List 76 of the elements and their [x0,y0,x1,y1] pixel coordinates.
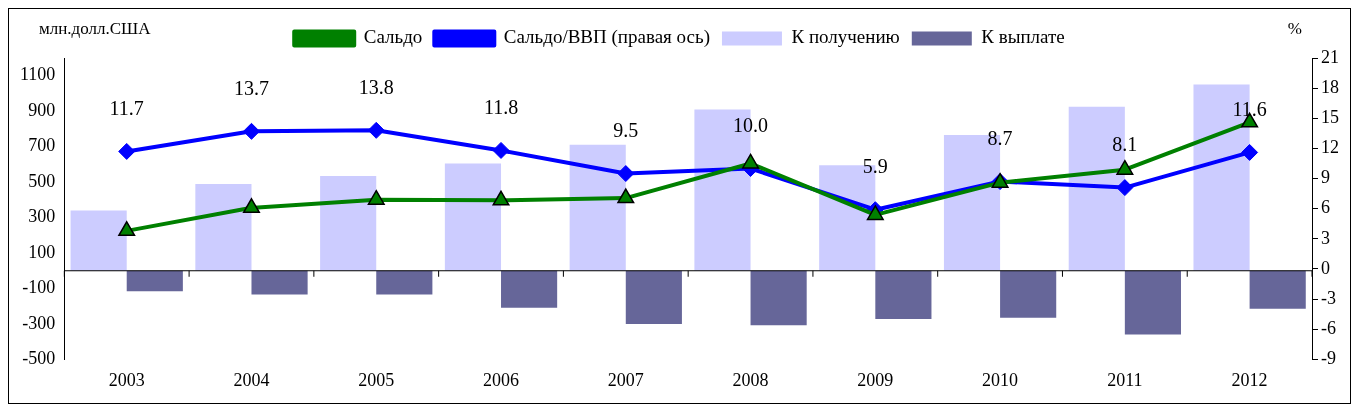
x-tick-label: 2011 [1107,369,1143,390]
y2-tick-label: -6 [1321,317,1336,338]
data-label: 5.9 [862,154,888,177]
bar [70,210,127,271]
y-tick-label: -500 [22,348,56,369]
y2-tick-label: 3 [1321,227,1330,248]
point [242,198,261,214]
y2-tick-label: 21 [1321,46,1339,67]
bar [251,270,308,295]
bar [126,270,183,292]
bar [1124,270,1181,335]
y-tick-label: -100 [22,277,56,298]
bar [1249,270,1306,309]
point [367,189,385,205]
x-tick-label: 2003 [108,369,145,390]
y-tick-label: 300 [28,206,56,227]
legend-label: К получению [791,26,900,48]
y2-tick-label: -9 [1321,348,1336,369]
y2-axis-title: % [1287,18,1302,38]
data-label: 13.8 [358,75,394,98]
data-label: 9.5 [613,118,639,141]
point [492,141,510,159]
point [617,188,635,204]
bar [376,270,433,295]
data-label: 11.8 [483,95,519,118]
y-tick-label: 100 [28,241,56,262]
legend-label: Сальдо [363,26,423,48]
point [242,122,260,140]
data-label: 11.7 [109,96,144,119]
y2-tick-label: 0 [1321,257,1330,278]
bar [875,270,932,319]
data-label: 11.6 [1232,97,1267,120]
bar [1000,270,1057,318]
y-tick-label: 700 [28,135,56,156]
bar [320,175,377,271]
y2-tick-label: 15 [1321,107,1339,128]
point [866,205,884,221]
y-tick-label: 500 [28,170,56,191]
y-axis-title: млн.долл.США [39,18,152,38]
y-tick-label: -300 [22,312,56,333]
x-tick-label: 2010 [982,369,1019,390]
x-tick-label: 2008 [732,369,769,390]
bar [501,270,558,308]
point [118,221,136,237]
x-tick-label: 2007 [607,369,644,390]
y2-tick-label: -3 [1321,287,1336,308]
x-tick-label: 2006 [483,369,520,390]
bar [444,163,502,271]
data-label: 10.0 [733,113,769,136]
legend-label: Сальдо/ВВП (правая ось) [503,26,710,49]
x-tick-label: 2012 [1231,369,1268,390]
y2-tick-label: 18 [1321,76,1339,97]
x-tick-label: 2005 [358,369,395,390]
point [617,165,635,183]
point [118,142,136,160]
y2-tick-label: 6 [1321,197,1330,218]
legend-label: К выплате [981,26,1065,48]
y2-tick-label: 9 [1321,167,1330,188]
y2-tick-label: 12 [1321,137,1339,158]
bar [569,144,626,271]
point [367,121,385,139]
data-label: 8.1 [1112,132,1138,155]
data-label: 8.7 [987,126,1013,149]
x-tick-label: 2004 [233,369,270,390]
y-tick-label: 1100 [19,64,56,85]
bar [625,270,682,324]
y-tick-label: 900 [28,99,56,120]
data-label: 13.7 [233,76,269,99]
bar [750,270,807,326]
point [1241,143,1259,161]
point [742,153,760,169]
x-tick-label: 2009 [857,369,894,390]
point [492,190,510,206]
point [1116,179,1134,197]
point [1116,159,1134,175]
bar [195,183,252,271]
